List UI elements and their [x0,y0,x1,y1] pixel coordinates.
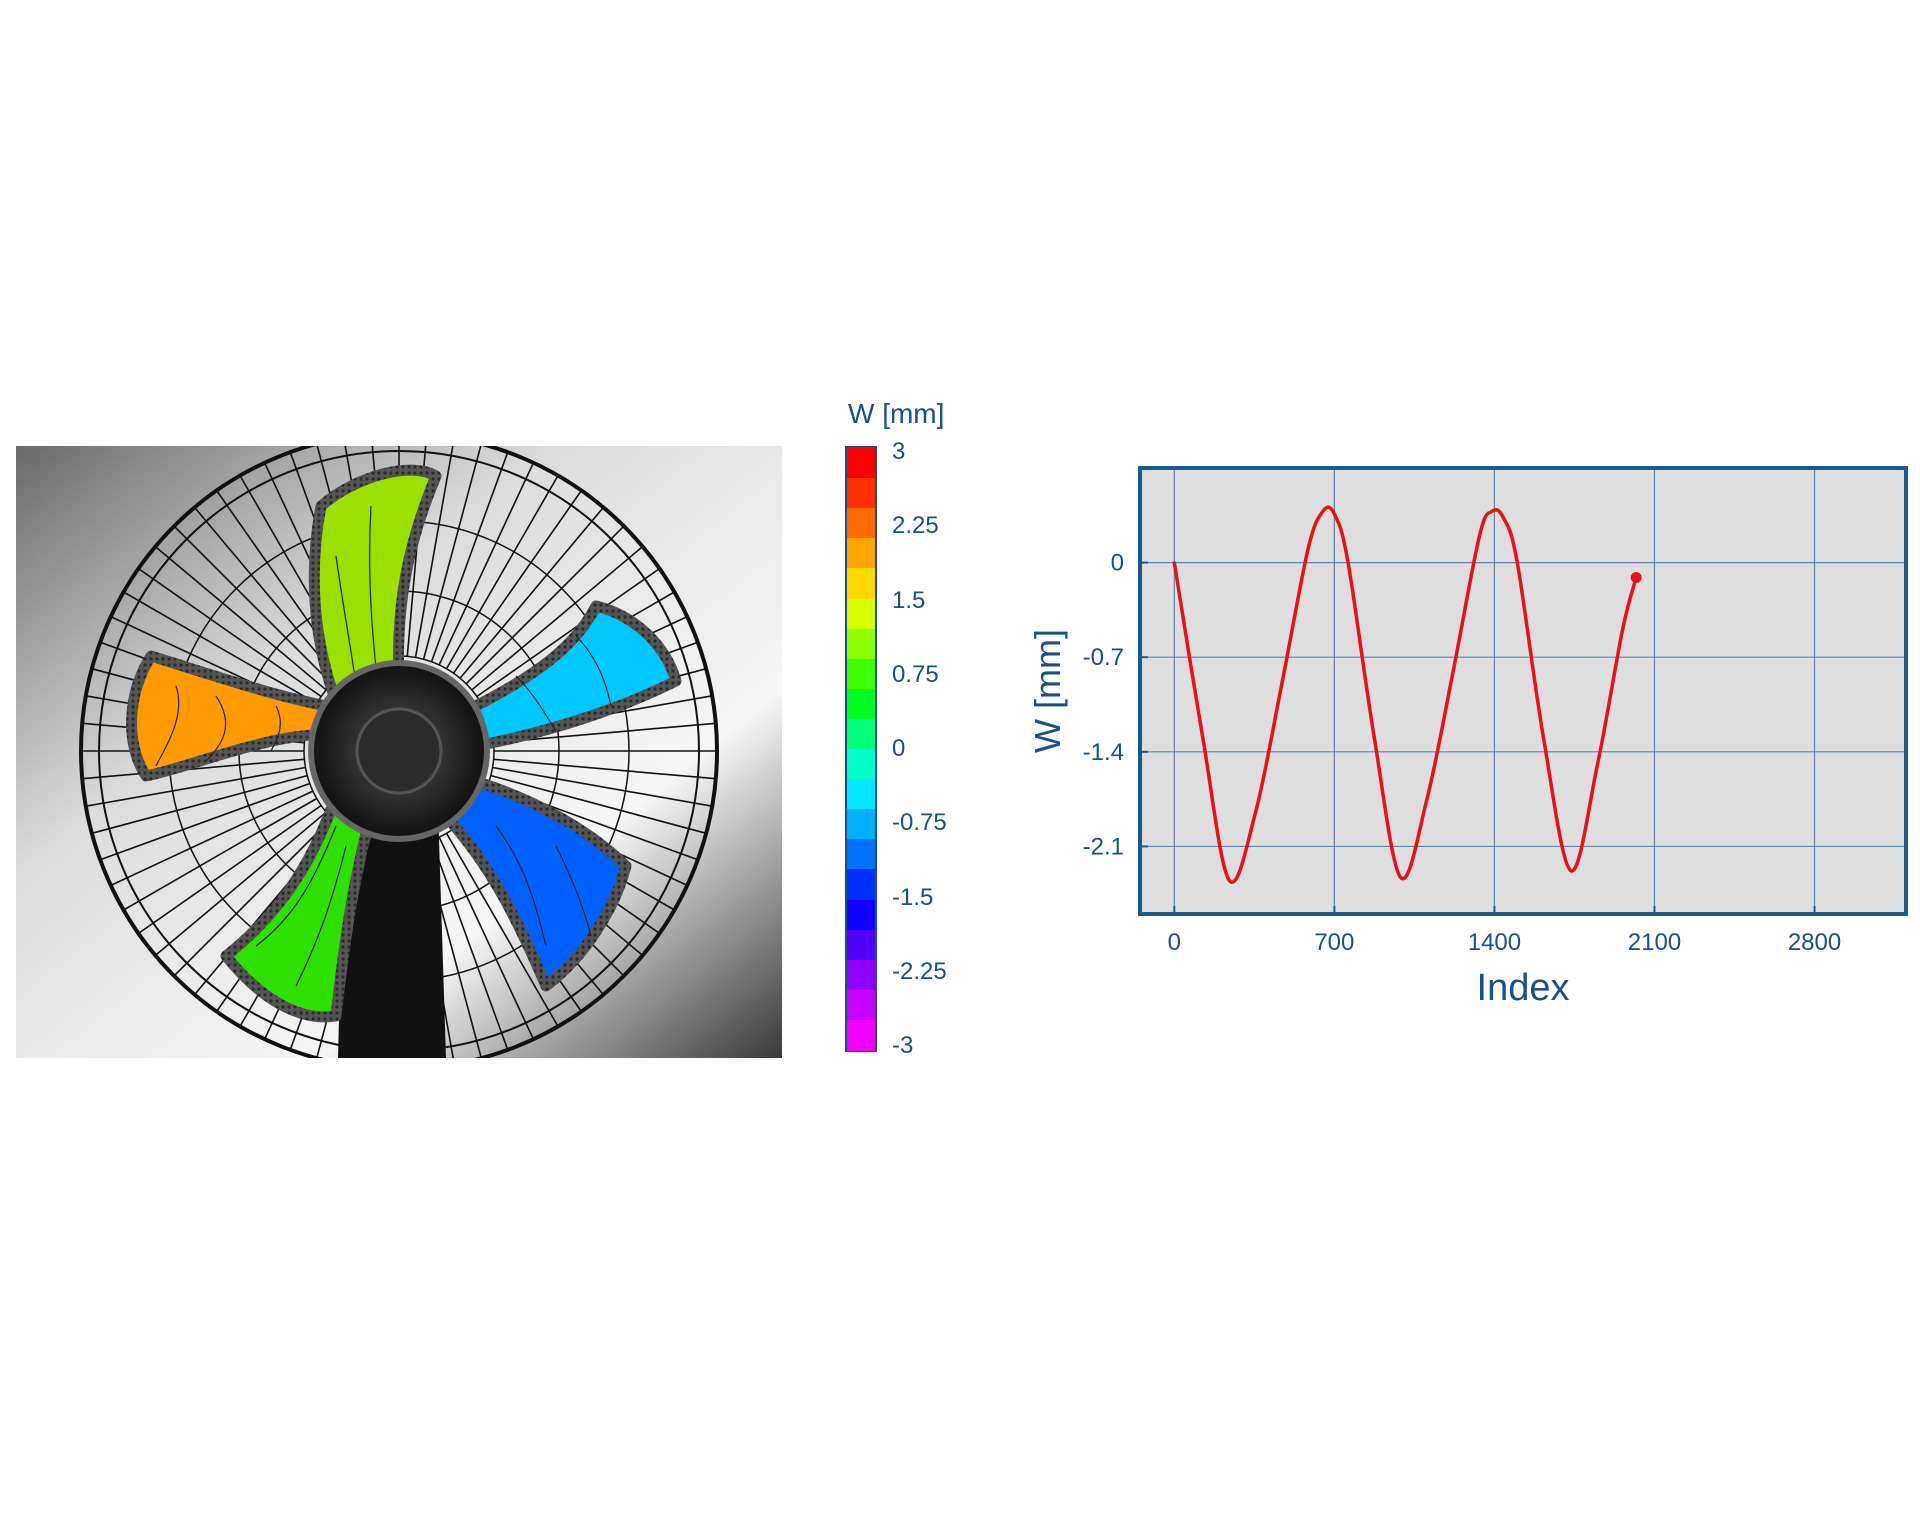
data-point [1515,561,1519,565]
colorbar-band [847,508,875,540]
colorbar-band [847,628,875,660]
y-tick-label: -2.1 [1083,833,1124,860]
fan-blades [126,464,682,1023]
colorbar-tick-label: 1.5 [892,586,926,614]
data-point [1542,736,1546,740]
x-tick-label: 2100 [1628,929,1681,956]
data-point [1201,736,1205,740]
data-point [1227,878,1231,882]
colorbar-tick-label: -3 [892,1032,914,1059]
y-tick-label: 0 [1111,550,1124,577]
blade-bottom-left [220,760,382,1023]
colorbar-band [847,839,875,871]
colorbar-tick-label: 0 [892,735,906,762]
data-point [1451,669,1455,673]
plot-area [1140,468,1906,914]
x-tick-label: 0 [1168,929,1181,956]
data-point [1595,763,1599,767]
data-point [1478,534,1482,538]
plot-frame [1138,466,1908,916]
data-point [1425,797,1429,801]
y-axis-label: W [mm] [1027,629,1068,753]
y-tick-label: -0.7 [1083,644,1124,671]
series-line-W [1172,505,1638,884]
colorbar-band [847,869,875,901]
colorbar-band [847,1019,875,1051]
colorbar [845,446,877,1052]
data-point [1332,512,1336,516]
x-tick-label: 700 [1314,929,1354,956]
colorbar-band [847,929,875,961]
fan-image [16,446,782,1058]
colorbar-tick-label: 2.25 [892,512,939,540]
data-point [1502,516,1506,520]
data-point [1620,628,1624,632]
colorbar-band [847,809,875,841]
colorbar-band [847,718,875,750]
data-point [1172,561,1176,565]
colorbar-band [847,568,875,600]
data-point [1399,876,1403,880]
x-axis-label: Index [1477,967,1570,1009]
data-point [1280,682,1284,686]
colorbar-tick-label: 0.75 [892,660,939,688]
data-point [1321,509,1325,513]
end-marker [1630,571,1642,583]
colorbar-band [847,658,875,690]
blade-right [460,600,682,752]
colorbar-tick-label: -2.25 [892,957,947,985]
colorbar-band [847,749,875,781]
colorbar-band [847,688,875,720]
colorbar-title: W [mm] [848,398,945,429]
x-tick-label: 1400 [1468,929,1521,956]
data-point [1346,561,1350,565]
data-point [1372,736,1376,740]
blade-bottom-right [430,770,632,992]
colorbar-band [847,478,875,510]
blade-top [308,464,442,742]
colorbar-tick-label: -0.75 [892,809,947,837]
colorbar-tick-label: -1.5 [892,883,934,911]
data-point [1490,509,1494,513]
x-tick-label: 2800 [1788,929,1841,956]
colorbar-band [847,538,875,570]
colorbar-band [847,448,875,480]
colorbar-band [847,779,875,811]
colorbar-band [847,959,875,991]
y-tick-label: -1.4 [1083,739,1124,766]
data-point [1253,811,1257,815]
data-point [1306,547,1310,551]
colorbar-band [847,899,875,931]
colorbar-band [847,598,875,630]
colorbar-tick-label: 3 [892,438,906,465]
blade-left [126,650,362,782]
data-point [1569,869,1573,873]
line-chart: 0 700 1400 2100 2800 0 -0.7 -1.4 -2.1 Index W [mm] [1027,466,1908,1009]
colorbar-band [847,989,875,1021]
